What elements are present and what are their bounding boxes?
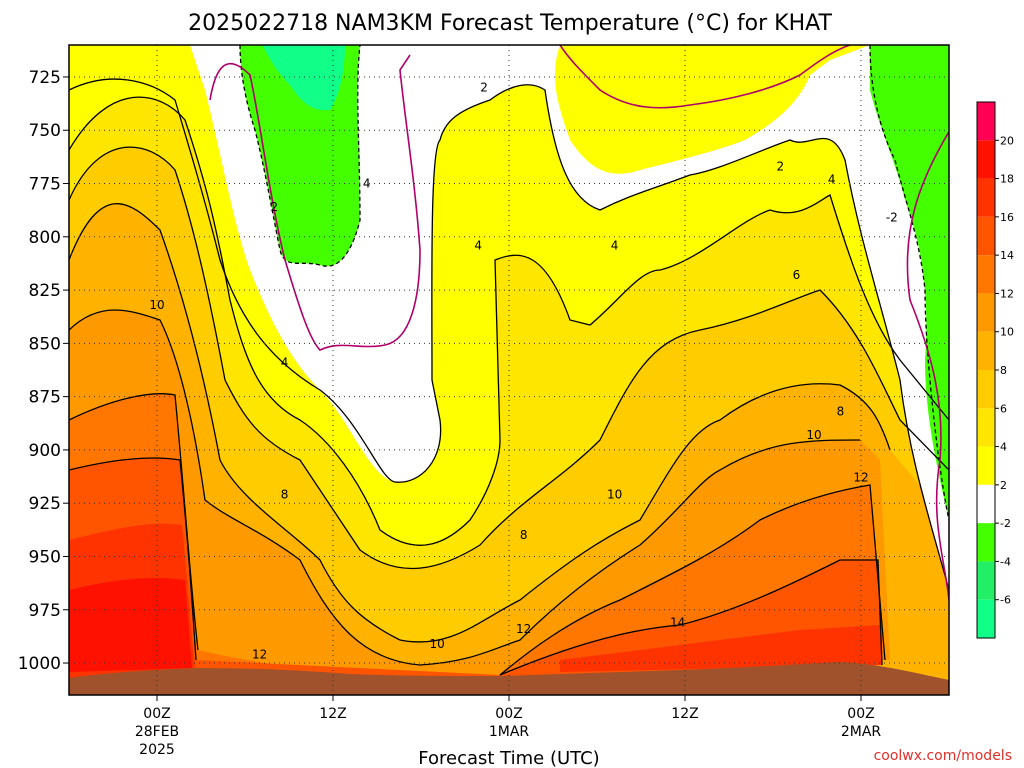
x-tick-label: 00Z	[495, 706, 522, 722]
colorbar-tick-label: 6	[1000, 402, 1007, 415]
y-tick-label: 875	[29, 388, 61, 408]
credit-text: coolwx.com/models	[874, 748, 1012, 764]
colorbar-segment	[977, 102, 995, 141]
colorbar-tick-label: 10	[1000, 326, 1014, 339]
colorbar-segment	[977, 216, 995, 256]
contour-label: 12	[252, 648, 267, 662]
colorbar-segment	[977, 484, 995, 524]
contour-label: -2	[886, 211, 898, 225]
band-12	[69, 393, 885, 695]
colorbar-segment	[977, 599, 995, 638]
plot-area: 2 4 8 10 12 4 2 4 8 10 12 4 10 14 2 4 6 8 10 12 -2	[69, 45, 949, 695]
band-14	[69, 458, 882, 695]
contour-label: 14	[670, 616, 685, 630]
y-tick-label: 925	[29, 494, 61, 514]
y-tick-label: 950	[29, 547, 61, 567]
contour-label: 8	[281, 488, 289, 502]
colorbar-segment	[977, 331, 995, 370]
chart-title: 2025022718 NAM3KM Forecast Temperature (…	[188, 11, 832, 36]
contour-label: 2	[777, 159, 785, 173]
colorbar-tick-label: 12	[1000, 287, 1014, 300]
contour-label: 10	[149, 298, 164, 312]
y-tick-label: 725	[29, 68, 61, 88]
ground	[69, 662, 949, 695]
contour-label: 4	[474, 238, 482, 252]
y-tick-label: 850	[29, 334, 61, 354]
contour-label: 4	[281, 356, 289, 370]
colorbar-segment	[977, 561, 995, 600]
contour-label: 12	[516, 622, 531, 636]
colorbar-tick-label: -6	[1000, 594, 1011, 607]
y-tick-label: 775	[29, 175, 61, 195]
x-tick-label: 12Z	[671, 706, 698, 722]
colorbar-tick-label: -2	[1000, 517, 1011, 530]
contour-label: 10	[607, 488, 622, 502]
white-region-upper	[190, 45, 949, 590]
colorbar-tick-label: 14	[1000, 249, 1014, 262]
x-tick-label: 1MAR	[489, 724, 530, 740]
x-tick-label: 00Z	[847, 706, 874, 722]
contour-label: 6	[793, 268, 801, 282]
contour-label: 4	[611, 238, 619, 252]
x-tick-label: 2MAR	[841, 724, 882, 740]
colorbar-segment	[977, 446, 995, 485]
y-tick-label: 1000	[18, 654, 61, 674]
y-axis: 725 750 775 800 825 850 875 900 925 950 975 1000	[18, 68, 69, 674]
x-tick-label: 28FEB	[135, 724, 179, 740]
contour-labels: 2 4 8 10 12 4 2 4 8 10 12 4 10 14 2 4 6 8 10 12 -2	[149, 81, 897, 662]
x-tick-label: 00Z	[143, 706, 170, 722]
colorbar-tick-label: 4	[1000, 441, 1007, 454]
x-tick-label: 12Z	[319, 706, 346, 722]
contour-label: 10	[429, 637, 444, 651]
y-tick-label: 800	[29, 228, 61, 248]
isotherms	[69, 45, 949, 676]
contour-label: 2	[480, 81, 488, 95]
contour-label: 4	[363, 177, 371, 191]
x-tick-label: 2025	[139, 742, 175, 758]
y-tick-label: 900	[29, 441, 61, 461]
colorbar-segment	[977, 293, 995, 332]
colorbar-tick-label: -4	[1000, 555, 1011, 568]
band-18	[69, 578, 192, 672]
colorbar-tick-label: 18	[1000, 173, 1014, 186]
colorbar-segment	[977, 523, 995, 562]
contour-label: 8	[520, 528, 528, 542]
x-axis-label: Forecast Time (UTC)	[418, 748, 599, 768]
contour-label: 2	[271, 200, 279, 214]
freezing-line	[209, 45, 949, 601]
colorbar-tick-label: 2	[1000, 479, 1007, 492]
y-tick-label: 825	[29, 281, 61, 301]
contour-label: 4	[828, 172, 836, 186]
colorbar-tick-label: 16	[1000, 211, 1014, 224]
x-axis: 00Z 28FEB 2025 12Z 00Z 1MAR 12Z 00Z 2MAR	[135, 695, 882, 758]
colorbar-tick-label: 20	[1000, 134, 1014, 147]
colorbar-tick-label: 8	[1000, 364, 1007, 377]
colorbar-segment	[977, 178, 995, 217]
green-region-right	[870, 45, 949, 520]
colorbar: 20 18 16 14 12 10 8 6 4 2 -2 -4 -6	[976, 101, 1014, 639]
colorbar-segment	[977, 140, 995, 179]
colorbar-segment	[977, 370, 995, 409]
colorbar-segment	[977, 255, 995, 294]
green-region-left-core	[262, 45, 345, 111]
y-tick-label: 975	[29, 601, 61, 621]
contour-label: 8	[837, 405, 845, 419]
colorbar-segment	[977, 408, 995, 447]
contour-label: 10	[806, 428, 821, 442]
grid	[69, 45, 949, 695]
contour-label: 12	[853, 471, 868, 485]
y-tick-label: 750	[29, 121, 61, 141]
